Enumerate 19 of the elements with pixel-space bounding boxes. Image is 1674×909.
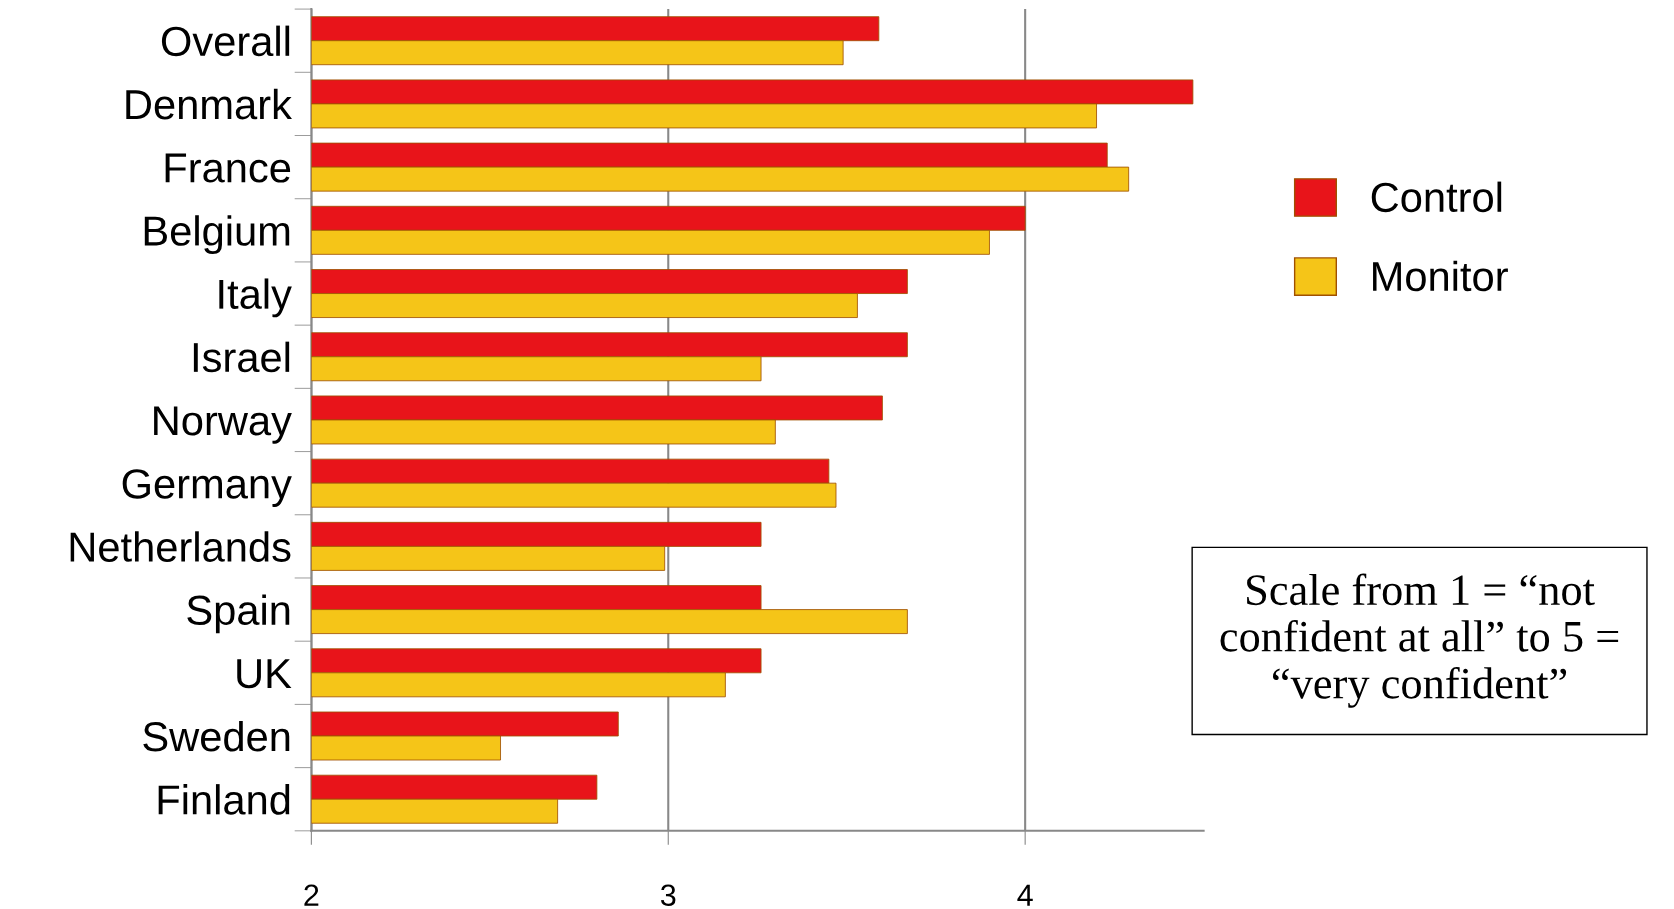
y-tick-label: Netherlands [70, 531, 291, 562]
y-tick-label: Israel [193, 341, 290, 373]
legend-label: Control [1371, 181, 1502, 213]
y-tick-label: Denmark [126, 88, 292, 120]
legend-label: Monitor [1373, 260, 1508, 292]
y-tick-label: Spain [187, 594, 290, 634]
y-tick-label: Belgium [144, 215, 290, 255]
y-tick-label: Italy [219, 278, 292, 318]
y-tick-label: Norway [154, 406, 292, 444]
x-tick-label: 4 [1017, 884, 1033, 906]
text: Scale from 1 = “not confident at all” to 5 = “very confident” [1220, 573, 1619, 708]
y-tick-label: Overall [161, 25, 290, 57]
y-tick-label: Germany [122, 469, 292, 507]
y-tick-label: France [165, 153, 291, 183]
y-tick-label: Sweden [143, 720, 290, 752]
x-tick-label: 3 [660, 884, 676, 907]
x-tick-label: 2 [304, 884, 319, 906]
y-tick-label: UK [237, 659, 292, 689]
y-tick-label: Finland [158, 784, 290, 815]
